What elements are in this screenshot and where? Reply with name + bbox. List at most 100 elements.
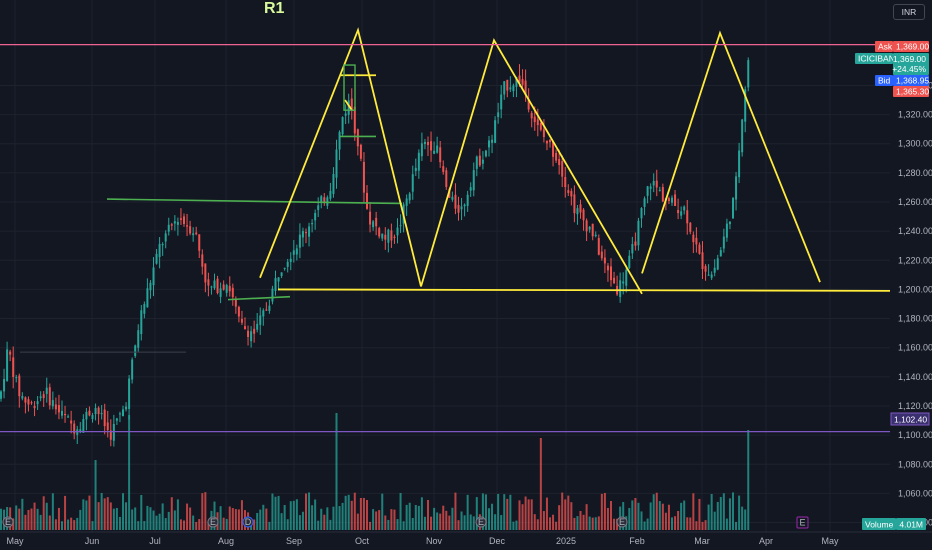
volume-bar [555,521,558,530]
symbol-tag-bg [855,53,893,64]
volume-bar [186,503,189,530]
candle [396,227,399,236]
volume-bar [524,496,527,530]
candle [21,396,24,399]
volume-bar [451,507,454,530]
candle [375,217,378,227]
time-tick-label: May [6,536,24,546]
candle [118,413,121,415]
candle [265,309,268,311]
volume-bar [509,494,512,530]
volume-bar [308,492,311,530]
volume-bar [350,500,353,530]
volume-bar [466,494,469,530]
volume-bar [722,493,725,530]
candle [323,197,326,203]
candle [649,186,652,189]
price-axis[interactable]: 1,040.001,060.001,080.001,100.001,120.00… [898,80,932,527]
candle [393,236,396,238]
volume-bar [30,508,33,530]
candle [646,186,649,196]
candle [680,211,683,216]
volume-bar [262,504,265,530]
volume-bar [125,502,128,530]
price-tick-label: 1,240.00 [898,226,932,236]
candle [362,161,365,193]
candle [515,77,518,87]
volume-bar [610,501,612,530]
volume-bar [460,511,463,530]
candle [671,197,673,203]
drawings [0,27,891,433]
candle [555,152,558,161]
candle [48,387,51,406]
candle [295,248,298,255]
candle [332,174,335,194]
volume-bar [146,505,149,530]
volume-bar [143,521,146,530]
bid-label-bg [875,75,893,86]
candle [106,422,109,431]
candle [436,145,439,153]
candle [234,299,237,307]
candle [579,204,582,213]
earnings-marker-icon [2,516,14,528]
volume-bar [594,517,597,530]
candle [42,394,45,399]
pattern-box [343,64,356,111]
volume-bar [286,519,289,530]
volume-bar [469,514,472,530]
candle [176,221,179,225]
upcoming-earnings-icon [796,516,809,529]
currency-button[interactable]: INR [893,4,925,20]
candle [500,94,503,110]
volume-bar [738,495,741,530]
candle [167,224,170,232]
candle [231,287,234,298]
candle [103,409,106,427]
time-axis[interactable]: May Jun Jul Aug Sep Oct Nov Dec 2025 Feb Mar Apr May [0,531,932,546]
candle [433,150,436,154]
volume-bar [497,493,500,530]
candle [478,155,481,166]
candle [387,229,390,243]
volume-bar [747,430,750,530]
volume-bar [21,498,24,530]
candle [491,139,494,143]
volume-bar [576,516,579,530]
volume-bar [231,508,234,530]
candle [423,141,426,145]
volume-bar [442,505,445,530]
pattern-line [641,30,821,283]
volume-bar [359,498,362,530]
volume-bar [420,497,423,530]
candle [692,234,695,243]
volume-bar [198,519,201,530]
volume-bar [295,499,298,530]
volume-bar [106,497,109,530]
candle [695,237,698,245]
volume-bar [558,505,561,530]
volume-bar [622,502,625,530]
volume-bar [314,499,317,530]
volume-bar [329,519,332,530]
candle [521,79,524,85]
volume-bar [91,521,94,530]
volume-bar [637,502,640,530]
volume-label: Volume [865,520,894,530]
candle [97,407,100,415]
volume-bar [353,492,356,530]
volume-bar [292,500,295,530]
volume-bar [103,498,106,530]
volume-bars [0,413,750,530]
volume-bar [549,517,551,530]
volume-bar [652,494,655,530]
pattern-line [259,27,422,287]
volume-bar [122,493,124,530]
candle [643,198,646,207]
volume-bar [582,514,585,530]
trend-line [106,198,403,205]
time-tick-label: Jul [149,536,161,546]
candle [192,233,195,236]
